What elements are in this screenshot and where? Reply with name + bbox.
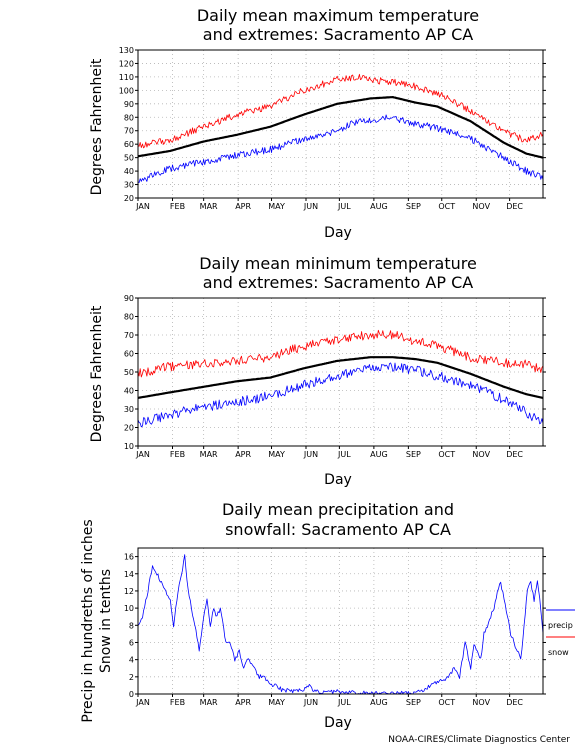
- chart-title-line1: Daily mean maximum temperature: [197, 6, 479, 25]
- y-tick-label: 50: [124, 368, 134, 377]
- x-tick-label: OCT: [438, 698, 455, 707]
- precipitation-chart: Daily mean precipitation and snowfall: S…: [80, 500, 575, 731]
- chart-title-line2: snowfall: Sacramento AP CA: [225, 520, 451, 539]
- x-tick-label: APR: [235, 698, 251, 707]
- x-tick-label: NOV: [472, 698, 490, 707]
- x-tick-label: AUG: [370, 698, 388, 707]
- y-tick-label: 80: [124, 313, 134, 322]
- min-temperature-chart: Daily mean minimum temperature and extre…: [89, 254, 546, 488]
- y-tick-label: 10: [124, 442, 134, 451]
- y-tick-label: 40: [124, 167, 134, 176]
- y-tick-label: 20: [124, 424, 134, 433]
- x-tick-label: MAR: [200, 698, 218, 707]
- y-axis-label: Degrees Fahrenheit: [89, 58, 105, 195]
- y-tick-label: 0: [129, 690, 134, 699]
- x-axis-label: Day: [324, 225, 352, 241]
- series-record_low-line: [137, 362, 544, 428]
- y-tick-label: 2: [129, 673, 134, 682]
- y-tick-label: 80: [124, 113, 134, 122]
- x-tick-label: APR: [235, 450, 251, 459]
- x-tick-label: JAN: [135, 698, 150, 707]
- series-precip-line: [137, 554, 544, 695]
- chart-title-line2: and extremes: Sacramento AP CA: [203, 25, 474, 44]
- x-tick-label: JUN: [303, 698, 318, 707]
- y-tick-label: 14: [124, 570, 134, 579]
- y-tick-label: 40: [124, 387, 134, 396]
- x-tick-label: FEB: [170, 698, 185, 707]
- y-tick-label: 60: [124, 140, 134, 149]
- legend-label-precip: precip: [548, 621, 573, 630]
- x-tick-label: SEP: [406, 450, 421, 459]
- series-mean-line: [137, 95, 544, 159]
- x-tick-label: JUL: [337, 698, 351, 707]
- chart-title-line1: Daily mean precipitation and: [222, 500, 454, 519]
- legend-label-snow: snow: [548, 648, 569, 657]
- y-tick-label: 6: [129, 638, 134, 647]
- x-tick-label: AUG: [370, 202, 388, 211]
- x-tick-label: DEC: [506, 450, 523, 459]
- x-tick-label: JUN: [303, 450, 318, 459]
- y-tick-label: 90: [124, 100, 134, 109]
- x-tick-label: OCT: [438, 202, 455, 211]
- y-tick-label: 90: [124, 294, 134, 303]
- y-tick-label: 30: [124, 405, 134, 414]
- x-tick-label: MAY: [268, 450, 285, 459]
- credit-text: NOAA-CIRES/Climate Diagnostics Center: [388, 735, 570, 745]
- plot-frame: [137, 547, 544, 695]
- x-tick-label: MAR: [200, 202, 218, 211]
- y-axis-label-line1: Precip in hundreths of inches: [80, 519, 96, 722]
- x-tick-label: JUL: [337, 202, 351, 211]
- x-tick-label: FEB: [170, 450, 185, 459]
- y-tick-label: 10: [124, 604, 134, 613]
- series-record_high-line: [137, 73, 544, 149]
- x-tick-label: OCT: [438, 450, 455, 459]
- y-tick-label: 110: [119, 73, 134, 82]
- y-tick-label: 120: [119, 59, 134, 68]
- x-tick-label: DEC: [506, 202, 523, 211]
- max-temperature-chart: Daily mean maximum temperature and extre…: [89, 6, 546, 241]
- plot-frame: [137, 49, 544, 199]
- x-tick-label: NOV: [472, 202, 490, 211]
- x-tick-label: AUG: [370, 450, 388, 459]
- x-tick-label: NOV: [472, 450, 490, 459]
- x-tick-label: MAY: [268, 202, 285, 211]
- y-tick-label: 8: [129, 621, 134, 630]
- y-tick-label: 130: [119, 46, 134, 55]
- series-record_high-line: [137, 329, 544, 378]
- y-tick-label: 70: [124, 331, 134, 340]
- x-tick-label: SEP: [406, 698, 421, 707]
- x-tick-label: JAN: [135, 202, 150, 211]
- y-tick-label: 50: [124, 154, 134, 163]
- series-record_low-line: [137, 114, 544, 184]
- y-axis-label: Degrees Fahrenheit: [89, 305, 105, 442]
- x-tick-label: JAN: [135, 450, 150, 459]
- x-tick-label: SEP: [406, 202, 421, 211]
- y-tick-label: 60: [124, 350, 134, 359]
- y-tick-label: 16: [124, 553, 134, 562]
- y-axis-label-line2: Snow in tenths: [98, 569, 114, 673]
- x-tick-label: JUL: [337, 450, 351, 459]
- y-tick-label: 30: [124, 181, 134, 190]
- x-axis-label: Day: [324, 472, 352, 488]
- x-tick-label: MAR: [200, 450, 218, 459]
- y-tick-label: 20: [124, 194, 134, 203]
- x-tick-label: FEB: [170, 202, 185, 211]
- x-tick-label: MAY: [268, 698, 285, 707]
- series-mean-line: [137, 356, 544, 399]
- chart-title-line2: and extremes: Sacramento AP CA: [203, 273, 474, 292]
- y-tick-label: 70: [124, 127, 134, 136]
- y-tick-label: 12: [124, 587, 134, 596]
- x-axis-label: Day: [324, 715, 352, 731]
- x-tick-label: JUN: [303, 202, 318, 211]
- chart-title-line1: Daily mean minimum temperature: [199, 254, 477, 273]
- y-tick-label: 4: [129, 656, 134, 665]
- x-tick-label: DEC: [506, 698, 523, 707]
- y-tick-label: 100: [119, 86, 134, 95]
- x-tick-label: APR: [235, 202, 251, 211]
